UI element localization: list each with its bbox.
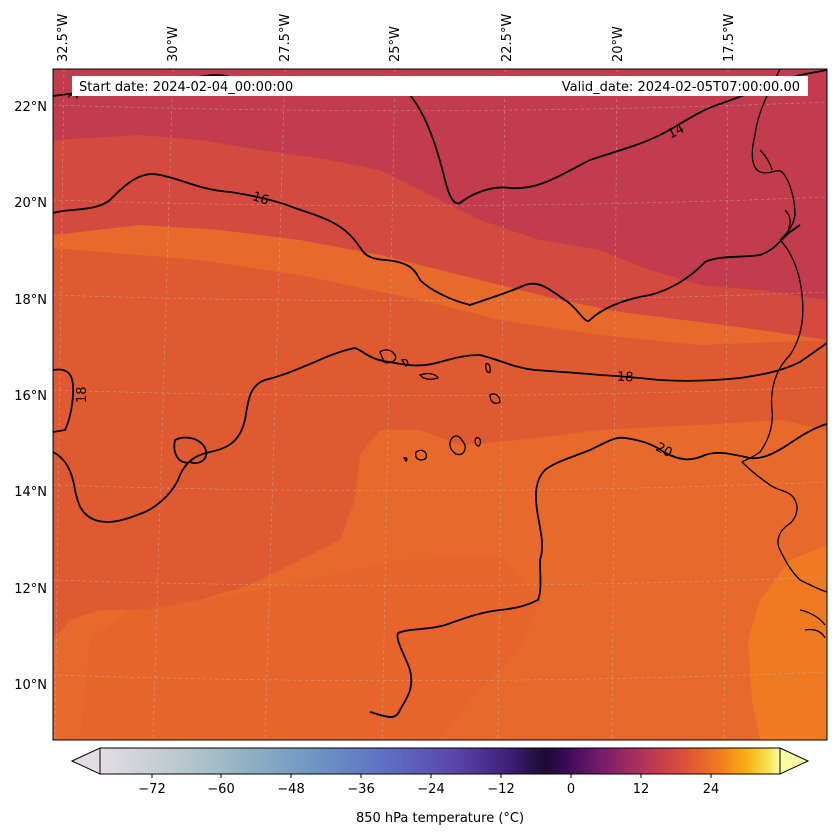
lat-label: 14°N [14,485,47,500]
contour-label-20: 20 [653,440,675,461]
lon-label: 25°W [388,26,403,62]
lat-label: 22°N [14,100,47,115]
contour-18 [53,368,75,433]
contour-18-island [173,436,208,464]
colorbar-tick-label: −48 [277,782,304,797]
latitude-labels: 22°N 20°N 18°N 16°N 14°N 12°N 10°N [14,100,47,693]
lat-label: 20°N [14,196,47,211]
colorbar-extend-high [779,747,810,775]
colorbar-title: 850 hPa temperature (°C) [356,811,524,826]
map-area: 14 16 18 18 20 1 Start date: 2024-02-04_… [53,69,827,740]
colorbar-tick-label: −12 [487,782,514,797]
lat-label: 16°N [14,389,47,404]
colorbar: −72 −60 −48 −36 −24 −12 0 12 24 850 hPa … [70,747,810,826]
colorbar-tick-label: 0 [567,782,575,797]
contour-18-main [53,342,827,523]
lat-label: 18°N [14,293,47,308]
colorbar-ticks [151,774,712,778]
date-banner [72,76,808,96]
contour-16 [53,173,801,322]
colorbar-tick-label: −72 [138,782,165,797]
lat-label: 12°N [14,582,47,597]
coastlines [379,69,827,639]
colorbar-tick-label: 24 [703,782,720,797]
lon-label: 22.5°W [500,14,515,62]
lon-label: 30°W [166,26,181,62]
contour-14 [53,69,827,205]
colorbar-gradient [99,747,781,775]
map-frame [52,68,828,741]
contour-label-18-left: 18 [75,386,90,403]
lon-label: 20°W [611,26,626,62]
temperature-band-14 [53,69,827,300]
contour-20 [369,423,827,718]
contour-label-16: 16 [250,189,270,208]
temperature-band-18 [53,248,827,640]
start-date-text: Start date: 2024-02-04_00:00:00 [79,80,293,95]
temperature-band-22 [748,545,827,740]
contour-label-14: 14 [665,121,687,142]
colorbar-tick-label: −36 [347,782,374,797]
longitude-labels: 32.5°W 30°W 27.5°W 25°W 22.5°W 20°W 17.5… [56,14,737,62]
contour-label-18-right: 18 [617,370,634,386]
lon-label: 32.5°W [56,14,71,62]
colorbar-tick-label: −60 [207,782,234,797]
colorbar-tick-label: −24 [417,782,444,797]
colorbar-extend-low [70,747,101,775]
colorbar-tick-label: 12 [633,782,650,797]
lat-label: 10°N [14,678,47,693]
valid-date-text: Valid_date: 2024-02-05T07:00:00.00 [562,80,800,95]
lon-label: 27.5°W [278,14,293,62]
lon-label: 17.5°W [722,14,737,62]
